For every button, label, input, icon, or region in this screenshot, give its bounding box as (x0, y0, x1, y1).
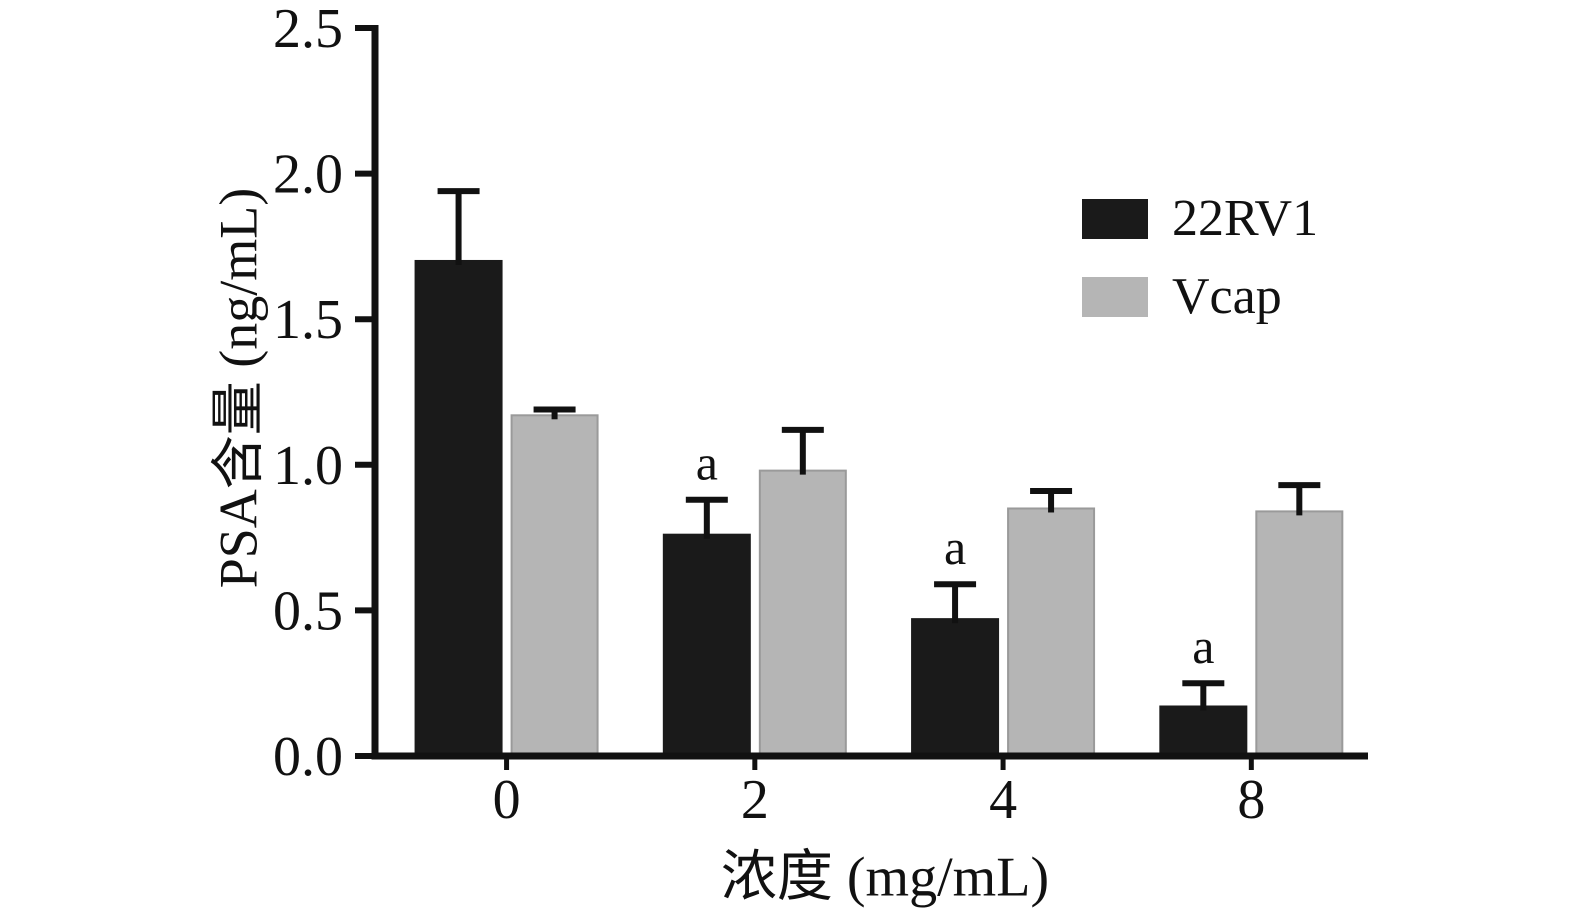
legend-item-22rv1: 22RV1 (1082, 193, 1318, 245)
y-tick-label-1.5: 1.5 (273, 289, 343, 351)
y-tick-label-0.5: 0.5 (273, 580, 343, 642)
bar-Vcap-8 (1255, 510, 1344, 757)
legend-label-22rv1: 22RV1 (1172, 190, 1319, 247)
annotation-22RV1-4: a (944, 519, 966, 575)
y-tick-label-0.0: 0.0 (273, 726, 343, 788)
bar-22RV1-8 (1159, 705, 1248, 757)
bar-22RV1-0 (414, 259, 503, 757)
annotation-22RV1-8: a (1192, 618, 1214, 674)
x-tick-label-4: 4 (989, 769, 1017, 831)
bar-22RV1-2 (662, 533, 751, 757)
y-axis-label: PSA含量 (ng/mL) (208, 187, 269, 589)
y-tick-label-2.0: 2.0 (273, 144, 343, 206)
y-tick-label-1.0: 1.0 (273, 435, 343, 497)
legend-item-vcap: Vcap (1082, 271, 1318, 323)
legend-swatch-vcap (1082, 277, 1148, 317)
x-tick-label-0: 0 (493, 769, 521, 831)
bar-Vcap-2 (758, 469, 847, 757)
annotation-22RV1-2: a (696, 435, 718, 491)
bar-Vcap-4 (1007, 507, 1096, 758)
bar-Vcap-0 (510, 414, 599, 757)
x-tick-label-2: 2 (741, 769, 769, 831)
legend: 22RV1 Vcap (1082, 193, 1318, 323)
legend-label-vcap: Vcap (1172, 268, 1282, 325)
x-tick-label-8: 8 (1237, 769, 1265, 831)
x-axis-label: 浓度 (mg/mL) (720, 846, 1050, 909)
y-tick-label-2.5: 2.5 (273, 0, 343, 60)
bar-22RV1-4 (911, 618, 1000, 757)
legend-swatch-22rv1 (1082, 199, 1148, 239)
